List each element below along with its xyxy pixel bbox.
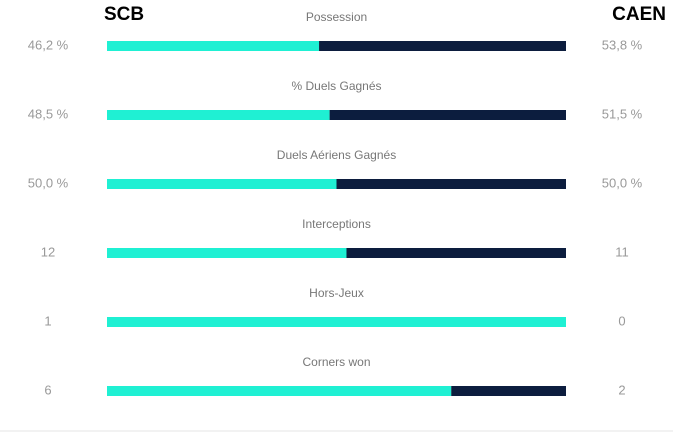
stat-label: Possession — [306, 10, 367, 24]
away-value: 50,0 % — [602, 175, 643, 190]
home-team: SCB — [104, 4, 144, 25]
stat-label: % Duels Gagnés — [291, 79, 381, 93]
away-bar — [329, 110, 566, 120]
away-bar — [319, 41, 566, 51]
away-value: 51,5 % — [602, 106, 643, 121]
away-bar — [451, 386, 566, 396]
away-team: CAEN — [612, 4, 666, 25]
away-value: 53,8 % — [602, 37, 643, 52]
home-bar — [107, 179, 337, 189]
home-bar — [107, 110, 330, 120]
home-bar — [107, 317, 566, 327]
away-value: 11 — [615, 244, 629, 259]
away-value: 0 — [618, 313, 625, 328]
home-bar — [107, 386, 452, 396]
home-value: 6 — [44, 382, 51, 397]
away-value: 2 — [618, 382, 625, 397]
home-value: 46,2 % — [28, 37, 69, 52]
stat-label: Interceptions — [302, 217, 371, 231]
stat-label: Hors-Jeux — [309, 286, 364, 300]
home-bar — [107, 41, 320, 51]
stat-label: Duels Aériens Gagnés — [277, 148, 396, 162]
away-bar — [336, 179, 566, 189]
home-value: 12 — [41, 244, 55, 259]
home-value: 50,0 % — [28, 175, 69, 190]
away-bar — [346, 248, 566, 258]
home-bar — [107, 248, 347, 258]
home-value: 1 — [44, 313, 51, 328]
stat-label: Corners won — [302, 355, 370, 369]
home-value: 48,5 % — [28, 106, 69, 121]
